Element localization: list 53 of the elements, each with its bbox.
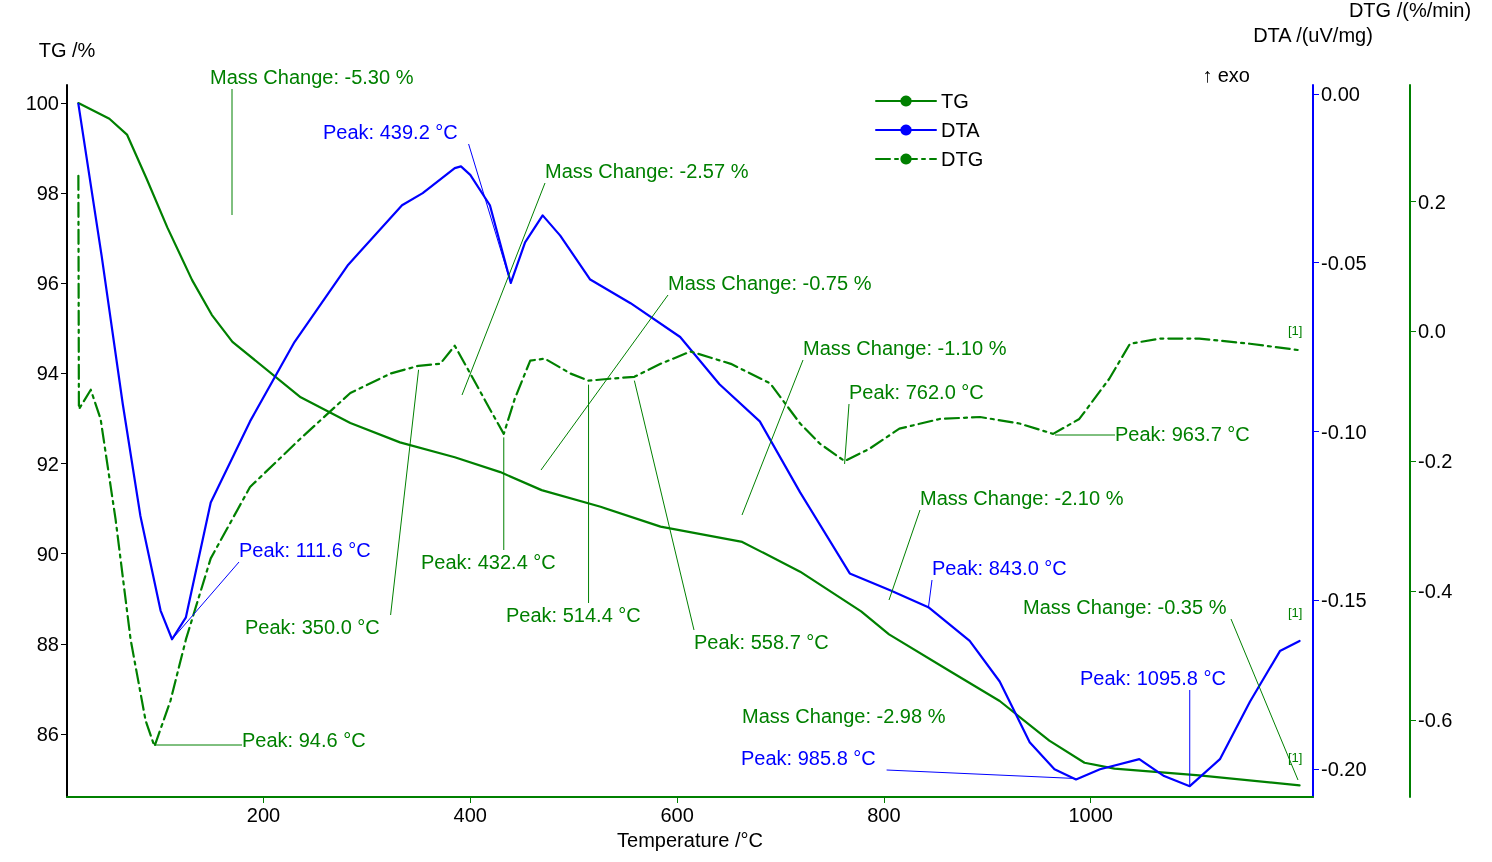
y-tick-label: 98 [36,182,59,205]
y-axis-title: TG /% [38,39,96,61]
y-tick-label: 94 [36,362,59,385]
annotation: Peak: 843.0 °C [932,557,1067,579]
annotation: Peak: 985.8 °C [741,747,876,769]
x-tick-label: 1000 [1068,804,1113,826]
x-tick-label: 600 [660,804,694,826]
y-tick-label: 88 [36,632,59,655]
y3-tick-label: -0.2 [1418,450,1453,473]
annotation: Peak: 514.4 °C [506,604,641,626]
legend-label: DTA [941,119,981,141]
annotation: [1] [1288,604,1303,620]
y2-tick-label: -0.10 [1321,420,1367,443]
annotation: Mass Change: -0.75 % [668,272,872,294]
annotation: Peak: 558.7 °C [694,631,829,653]
x-tick-label: 800 [867,804,901,826]
y2-tick-label: -0.20 [1321,758,1367,781]
annotation: Peak: 963.7 °C [1115,423,1250,445]
y-tick-label: 92 [36,452,59,475]
y2-tick-label: -0.05 [1321,251,1367,274]
annotation: Peak: 111.6 °C [239,539,371,561]
y-tick-label: 100 [25,92,59,115]
annotation: Mass Change: -2.98 % [742,705,946,727]
annotation: Mass Change: -1.10 % [803,337,1007,359]
annotation: Peak: 1095.8 °C [1080,667,1226,689]
y3-tick-label: -0.4 [1418,579,1453,602]
annotation: Peak: 439.2 °C [323,121,458,143]
x-tick-label: 400 [453,804,487,826]
y2-axis-title: DTA /(uV/mg) [1253,24,1373,46]
annotation: Mass Change: -0.35 % [1023,596,1227,618]
y3-tick-label: 0.0 [1418,320,1446,343]
annotation: [1] [1288,749,1303,765]
x-tick-label: 200 [246,804,281,826]
annotation: [1] [1288,322,1303,338]
x-axis-title: Temperature /°C [617,828,763,851]
y3-tick-label: -0.6 [1418,709,1453,732]
annotation: Mass Change: -5.30 % [210,66,414,88]
y2-tick-label: -0.15 [1321,589,1367,612]
y3-axis-title: DTG /(%/min) [1348,0,1472,21]
y2-tick-label: 0.00 [1321,82,1360,105]
y-tick-label: 90 [36,542,59,565]
y3-tick-label: 0.2 [1418,190,1446,213]
y-tick-label: 86 [36,722,59,745]
y-tick-label: 96 [36,272,59,295]
legend-label: DTG [941,148,984,170]
annotation: Peak: 350.0 °C [245,616,380,638]
annotation: Peak: 94.6 °C [242,729,366,751]
annotation: Mass Change: -2.57 % [545,160,749,182]
annotation: ↑ exo [1202,64,1250,86]
annotation: Peak: 432.4 °C [421,551,556,573]
legend-label: TG [941,90,969,112]
annotation: Mass Change: -2.10 % [920,487,1124,509]
annotation: Peak: 762.0 °C [849,381,984,403]
